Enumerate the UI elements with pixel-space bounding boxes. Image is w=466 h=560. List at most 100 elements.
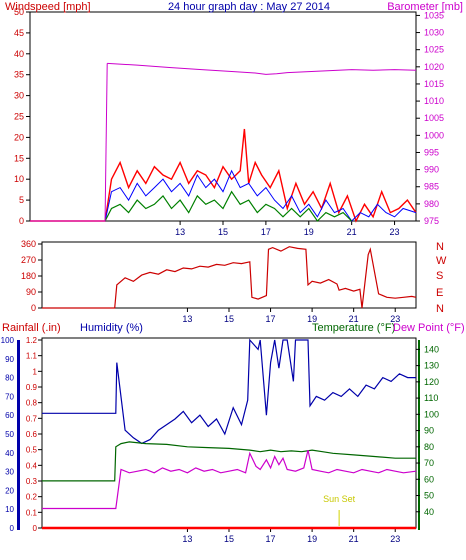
compass-label: E — [436, 287, 443, 299]
barometer-tick-label: 1025 — [424, 45, 444, 55]
barometer-tick-label: 1030 — [424, 28, 444, 38]
time-tick-label: 19 — [304, 227, 314, 237]
wind-time-ticks: 13 15 17 19 21 23 — [175, 221, 400, 237]
barometer-tick-label: 1000 — [424, 130, 444, 140]
time-tick-label: 23 — [390, 227, 400, 237]
barometer-tick-label: 975 — [424, 216, 439, 226]
rainfall-tick-label: 0.7 — [26, 414, 38, 423]
humidity-tick-label: 50 — [5, 430, 14, 439]
wind-average-line — [30, 169, 417, 222]
compass-label: S — [436, 270, 443, 282]
compass-label: W — [436, 255, 447, 267]
rainfall-tick-label: 0.5 — [26, 446, 38, 455]
rainfall-tick-label: 0.4 — [26, 461, 38, 470]
direction-degree-ticks: 0 90 180 270 360 — [21, 239, 42, 313]
wind-panel-frame — [29, 11, 417, 222]
rainfall-tick-label: 0.9 — [26, 383, 38, 392]
windspeed-tick-label: 20 — [14, 132, 24, 142]
temperature-tick-label: 90 — [424, 426, 434, 436]
chart-title: 24 hour graph day : May 27 2014 — [168, 1, 330, 13]
humidity-tick-label: 60 — [5, 411, 14, 420]
compass-label: N — [436, 241, 444, 253]
time-tick-label: 19 — [307, 534, 317, 544]
rainfall-tick-label: 0 — [33, 524, 38, 533]
humidity-tick-label: 90 — [5, 355, 14, 364]
humidity-axis-label: Humidity (%) — [80, 322, 143, 334]
time-tick-label: 21 — [347, 227, 357, 237]
time-tick-label: 13 — [182, 534, 192, 544]
rainfall-tick-label: 1.1 — [26, 352, 38, 361]
temperature-line — [42, 441, 416, 482]
humidity-tick-label: 70 — [5, 392, 14, 401]
windspeed-tick-label: 50 — [14, 7, 24, 17]
humidity-panel-frame — [41, 337, 417, 529]
barometer-tick-label: 1005 — [424, 113, 444, 123]
time-tick-label: 23 — [390, 534, 400, 544]
humidity-tick-label: 10 — [5, 505, 14, 514]
humidity-temperature-panel: Rainfall (.in) Humidity (%) Temperature … — [1, 322, 465, 544]
barometer-tick-label: 1015 — [424, 79, 444, 89]
temperature-tick-label: 40 — [424, 507, 434, 517]
barometer-ticks: 975 980 985 990 995 1000 1005 1010 1015 1020 1025 1… — [416, 10, 444, 226]
wind-direction-line — [42, 246, 417, 309]
time-tick-label: 15 — [224, 314, 234, 324]
direction-tick-label: 0 — [31, 303, 36, 313]
humidity-series-lines — [42, 338, 417, 530]
direction-tick-label: 360 — [21, 239, 36, 249]
rainfall-tick-label: 0.6 — [26, 430, 38, 439]
rainfall-tick-label: 0.8 — [26, 399, 38, 408]
windspeed-tick-label: 35 — [14, 70, 24, 80]
windspeed-axis-label: Windspeed [mph] — [5, 1, 91, 13]
compass-label: N — [436, 303, 444, 315]
wind-series-lines — [30, 62, 417, 223]
humidity-ticks: 0 10 20 30 40 50 60 70 80 90 100 — [1, 336, 15, 533]
windspeed-tick-label: 30 — [14, 91, 24, 101]
rainfall-tick-label: 1.2 — [26, 336, 38, 345]
barometer-jump — [104, 63, 108, 222]
windspeed-tick-label: 40 — [14, 49, 24, 59]
time-tick-label: 21 — [349, 314, 359, 324]
windspeed-ticks: 0 5 10 15 20 25 30 35 40 45 50 — [14, 7, 30, 226]
time-tick-label: 23 — [390, 314, 400, 324]
barometer-tick-label: 1010 — [424, 96, 444, 106]
direction-series-line — [42, 246, 417, 309]
barometer-tick-label: 995 — [424, 147, 439, 157]
temperature-tick-label: 50 — [424, 491, 434, 501]
windspeed-tick-label: 5 — [19, 195, 24, 205]
windspeed-tick-label: 10 — [14, 174, 24, 184]
humidity-tick-label: 40 — [5, 449, 14, 458]
rainfall-tick-label: 1 — [33, 367, 38, 376]
rainfall-axis-label: Rainfall (.in) — [2, 322, 61, 334]
time-tick-label: 17 — [261, 227, 271, 237]
barometer-tick-label: 1035 — [424, 10, 444, 20]
humidity-axis-bar — [17, 340, 20, 530]
temperature-tick-label: 100 — [424, 409, 439, 419]
barometer-axis-label: Barometer [mb] — [387, 1, 463, 13]
temperature-tick-label: 130 — [424, 361, 439, 371]
windspeed-tick-label: 45 — [14, 28, 24, 38]
sunset-label: Sun Set — [323, 494, 356, 504]
barometer-tick-label: 990 — [424, 165, 439, 175]
time-tick-label: 19 — [307, 314, 317, 324]
rainfall-tick-label: 0.2 — [26, 493, 38, 502]
temperature-tick-label: 140 — [424, 344, 439, 354]
barometer-tick-label: 985 — [424, 182, 439, 192]
temperature-axis-label: Temperature (°F) — [312, 322, 395, 334]
temperature-tick-label: 70 — [424, 458, 434, 468]
time-tick-label: 17 — [266, 314, 276, 324]
rainfall-ticks: 0 0.1 0.2 0.3 0.4 0.5 0.6 0.7 0.8 0.9 1 1.1 1.2 — [26, 336, 42, 533]
humidity-tick-label: 30 — [5, 468, 14, 477]
windspeed-tick-label: 25 — [14, 112, 24, 122]
direction-time-ticks: 13 15 17 19 21 23 — [182, 308, 400, 324]
time-tick-label: 21 — [349, 534, 359, 544]
humidity-tick-label: 20 — [5, 486, 14, 495]
dewpoint-axis-label: Dew Point (°F) — [393, 322, 465, 334]
direction-panel-frame — [41, 241, 417, 309]
rainfall-tick-label: 0.3 — [26, 477, 38, 486]
humidity-tick-label: 80 — [5, 374, 14, 383]
time-tick-label: 15 — [218, 227, 228, 237]
temperature-tick-label: 60 — [424, 474, 434, 484]
